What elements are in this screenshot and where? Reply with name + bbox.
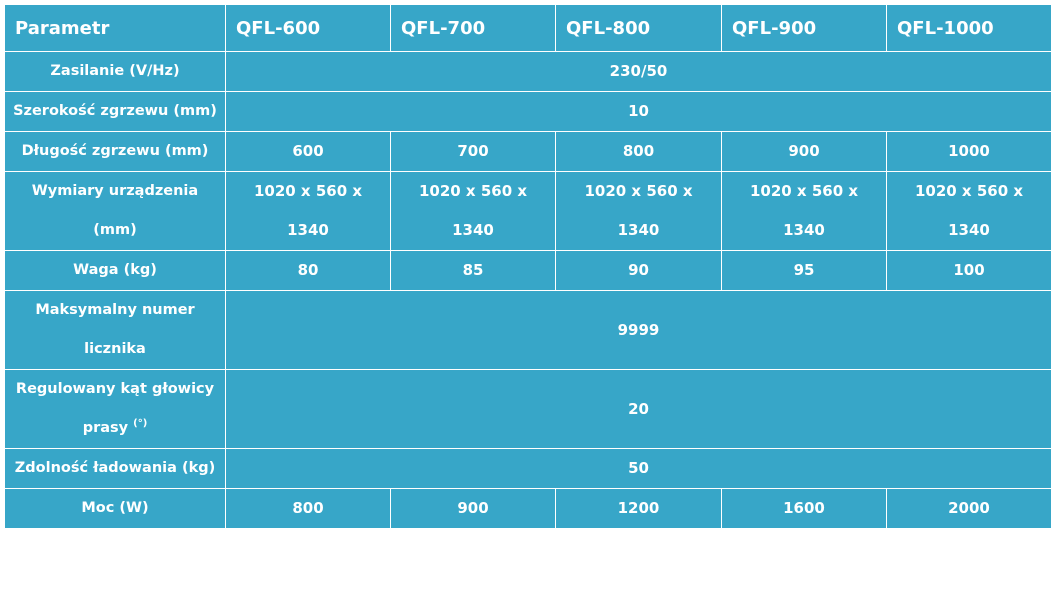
row-label: Zdolność ładowania (kg) (4, 448, 226, 489)
cell-value: 1600 (721, 488, 887, 529)
row-moc: Moc (W) 800 900 1200 1600 2000 (4, 488, 1052, 529)
header-model: QFL-600 (225, 4, 391, 52)
cell-value: 1200 (555, 488, 722, 529)
row-wymiary: Wymiary urządzenia (mm) 1020 x 560 x 134… (4, 171, 1052, 251)
header-model: QFL-1000 (886, 4, 1052, 52)
cell-value: 800 (555, 131, 722, 172)
row-value: 9999 (225, 290, 1052, 370)
row-value: 230/50 (225, 51, 1052, 92)
row-ladowanie: Zdolność ładowania (kg) 50 (4, 448, 1052, 489)
degree-unit: (°) (133, 418, 148, 430)
header-param: Parametr (4, 4, 226, 52)
spec-table: Parametr QFL-600 QFL-700 QFL-800 QFL-900… (4, 4, 1052, 529)
row-value: 50 (225, 448, 1052, 489)
row-label: Długość zgrzewu (mm) (4, 131, 226, 172)
cell-value: 95 (721, 250, 887, 291)
row-szerokosc: Szerokość zgrzewu (mm) 10 (4, 91, 1052, 132)
row-label: Moc (W) (4, 488, 226, 529)
cell-value: 80 (225, 250, 391, 291)
row-label: Maksymalny numer licznika (4, 290, 226, 370)
header-model: QFL-900 (721, 4, 887, 52)
cell-value: 900 (721, 131, 887, 172)
cell-value: 90 (555, 250, 722, 291)
row-kat: Regulowany kąt głowicy prasy (°) 20 (4, 369, 1052, 449)
cell-value: 700 (390, 131, 556, 172)
row-licznik: Maksymalny numer licznika 9999 (4, 290, 1052, 370)
cell-value: 1020 x 560 x 1340 (886, 171, 1052, 251)
cell-value: 1020 x 560 x 1340 (721, 171, 887, 251)
row-dlugosc: Długość zgrzewu (mm) 600 700 800 900 100… (4, 131, 1052, 172)
row-value: 20 (225, 369, 1052, 449)
header-row: Parametr QFL-600 QFL-700 QFL-800 QFL-900… (4, 4, 1052, 52)
header-model: QFL-700 (390, 4, 556, 52)
cell-value: 1020 x 560 x 1340 (390, 171, 556, 251)
row-value: 10 (225, 91, 1052, 132)
row-label: Zasilanie (V/Hz) (4, 51, 226, 92)
row-label: Szerokość zgrzewu (mm) (4, 91, 226, 132)
cell-value: 1000 (886, 131, 1052, 172)
header-model: QFL-800 (555, 4, 722, 52)
row-label: Waga (kg) (4, 250, 226, 291)
row-label: Regulowany kąt głowicy prasy (°) (4, 369, 226, 449)
cell-value: 85 (390, 250, 556, 291)
row-waga: Waga (kg) 80 85 90 95 100 (4, 250, 1052, 291)
cell-value: 800 (225, 488, 391, 529)
spec-table-wrapper: Parametr QFL-600 QFL-700 QFL-800 QFL-900… (4, 4, 1052, 529)
cell-value: 2000 (886, 488, 1052, 529)
cell-value: 900 (390, 488, 556, 529)
row-zasilanie: Zasilanie (V/Hz) 230/50 (4, 51, 1052, 92)
row-label: Wymiary urządzenia (mm) (4, 171, 226, 251)
cell-value: 100 (886, 250, 1052, 291)
cell-value: 600 (225, 131, 391, 172)
row-label-text: Regulowany kąt głowicy prasy (15, 381, 215, 436)
cell-value: 1020 x 560 x 1340 (555, 171, 722, 251)
cell-value: 1020 x 560 x 1340 (225, 171, 391, 251)
